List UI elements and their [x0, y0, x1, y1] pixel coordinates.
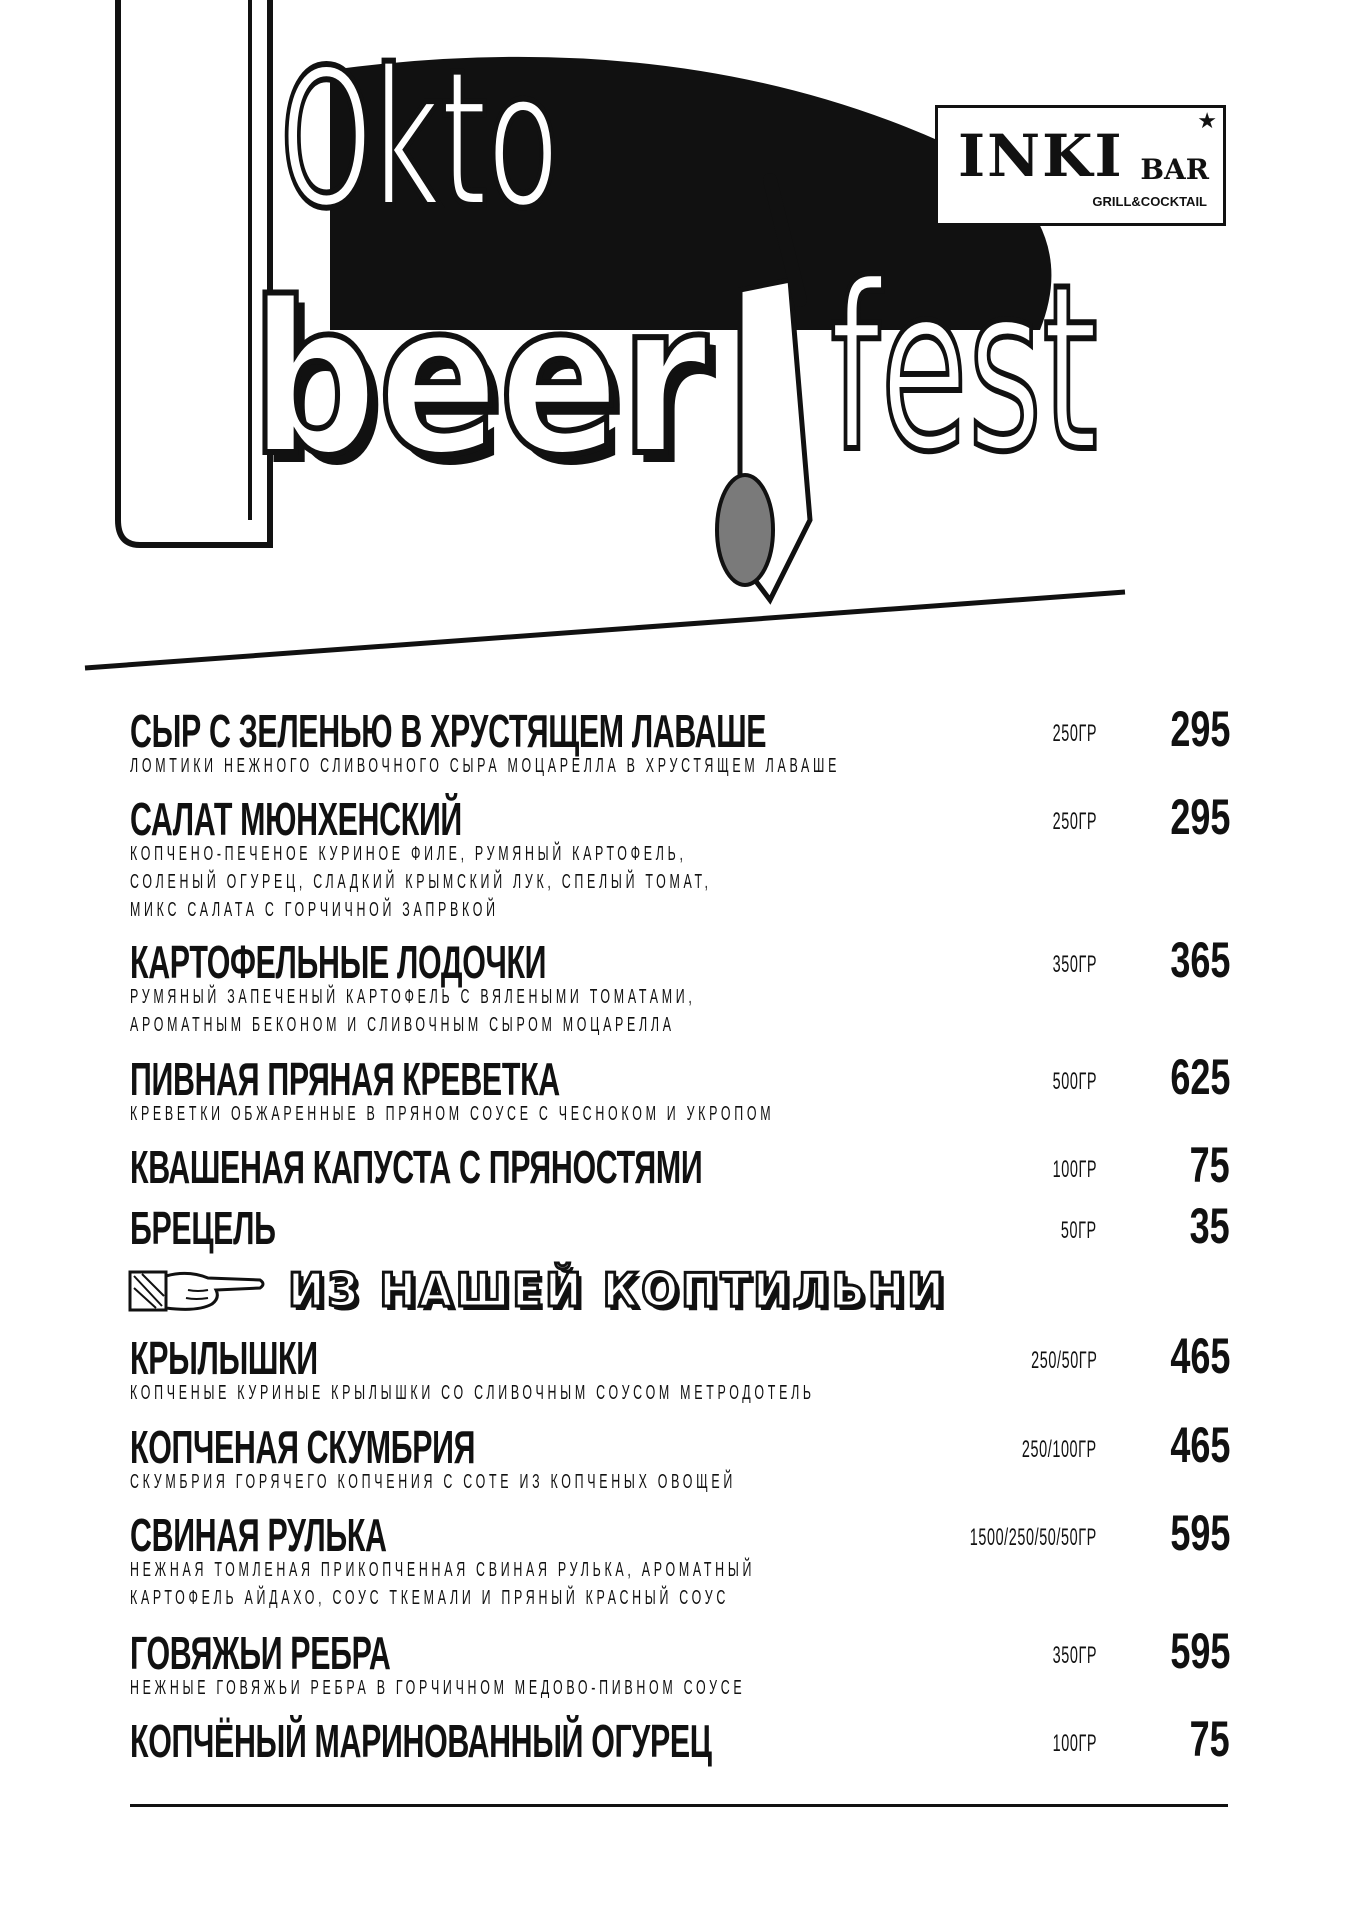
- item-title: СЫР С ЗЕЛЕНЬЮ В ХРУСТЯЩЕМ ЛАВАШЕ: [130, 705, 767, 757]
- item-weight: 50ГР: [1061, 1217, 1097, 1244]
- section-title: ИЗ НАШЕЙ КОПТИЛЬНИ: [287, 1263, 947, 1318]
- item-weight: 100ГР: [1052, 1156, 1097, 1183]
- item-weight: 250ГР: [1052, 720, 1097, 747]
- item-price: 595: [1169, 1505, 1230, 1561]
- item-weight: 250ГР: [1052, 808, 1097, 835]
- logo-star-icon: ★: [1197, 108, 1217, 133]
- item-price: 35: [1189, 1198, 1230, 1254]
- item-description: НЕЖНАЯ ТОМЛЕНАЯ ПРИКОПЧЕННАЯ СВИНАЯ РУЛЬ…: [130, 1559, 756, 1609]
- item-price: 75: [1189, 1711, 1230, 1767]
- item-description: КРЕВЕТКИ ОБЖАРЕННЫЕ В ПРЯНОМ СОУСЕ С ЧЕС…: [130, 1103, 775, 1125]
- item-weight: 350ГР: [1052, 1642, 1097, 1669]
- logo-tagline: GRILL&COCKTAIL: [1092, 194, 1207, 209]
- title-fest: fest: [828, 236, 1100, 503]
- title-okto: Okto: [278, 29, 561, 250]
- oktoberfest-illustration: [84, 0, 1126, 671]
- header-artwork: Okto beer fest ★ INKI BAR GRILL&COCKTAIL: [0, 0, 1358, 680]
- item-price: 625: [1169, 1049, 1230, 1105]
- section-smokehouse: ИЗ НАШЕЙ КОПТИЛЬНИ: [128, 1262, 945, 1322]
- item-title: САЛАТ МЮНХЕНСКИЙ: [130, 793, 462, 845]
- title-beer: beer: [247, 257, 710, 502]
- item-weight: 250/100ГР: [1022, 1436, 1097, 1463]
- item-title: ПИВНАЯ ПРЯНАЯ КРЕВЕТКА: [130, 1053, 560, 1105]
- item-weight: 1500/250/50/50ГР: [969, 1524, 1097, 1551]
- item-description: КОПЧЕНЫЕ КУРИНЫЕ КРЫЛЫШКИ СО СЛИВОЧНЫМ С…: [130, 1382, 815, 1404]
- item-weight: 100ГР: [1052, 1730, 1097, 1757]
- item-description: ЛОМТИКИ НЕЖНОГО СЛИВОЧНОГО СЫРА МОЦАРЕЛЛ…: [130, 755, 841, 777]
- item-title: КОПЧЕНАЯ СКУМБРИЯ: [130, 1421, 476, 1473]
- item-title: ГОВЯЖЬИ РЕБРА: [130, 1627, 391, 1679]
- item-price: 75: [1189, 1137, 1230, 1193]
- bottom-divider: [130, 1804, 1228, 1807]
- item-price: 465: [1169, 1328, 1230, 1384]
- item-title: КАРТОФЕЛЬНЫЕ ЛОДОЧКИ: [130, 936, 547, 988]
- item-description: СКУМБРИЯ ГОРЯЧЕГО КОПЧЕНИЯ С СОТЕ ИЗ КОП…: [130, 1471, 737, 1493]
- item-title: КВАШЕНАЯ КАПУСТА С ПРЯНОСТЯМИ: [130, 1141, 703, 1193]
- item-price: 595: [1169, 1623, 1230, 1679]
- item-price: 295: [1169, 701, 1230, 757]
- item-title: БРЕЦЕЛЬ: [130, 1202, 276, 1254]
- logo-name: INKI: [958, 122, 1124, 190]
- item-description: КОПЧЕНО-ПЕЧЕНОЕ КУРИНОЕ ФИЛЕ, РУМЯНЫЙ КА…: [130, 843, 712, 921]
- item-price: 465: [1169, 1417, 1230, 1473]
- item-title: СВИНАЯ РУЛЬКА: [130, 1509, 387, 1561]
- item-weight: 250/50ГР: [1030, 1347, 1097, 1374]
- item-title: КОПЧЁНЫЙ МАРИНОВАННЫЙ ОГУРЕЦ: [130, 1715, 712, 1767]
- inki-bar-logo: ★ INKI BAR GRILL&COCKTAIL: [935, 105, 1226, 226]
- item-description: НЕЖНЫЕ ГОВЯЖЬИ РЕБРА В ГОРЧИЧНОМ МЕДОВО-…: [130, 1677, 746, 1699]
- pointing-hand-icon: [128, 1270, 265, 1312]
- item-title: КРЫЛЫШКИ: [130, 1332, 318, 1384]
- item-weight: 500ГР: [1052, 1068, 1097, 1095]
- item-price: 295: [1169, 789, 1230, 845]
- item-weight: 350ГР: [1052, 951, 1097, 978]
- item-price: 365: [1169, 932, 1230, 988]
- logo-suffix: BAR: [1140, 153, 1209, 186]
- item-description: РУМЯНЫЙ ЗАПЕЧЕНЫЙ КАРТОФЕЛЬ С ВЯЛЕНЫМИ Т…: [130, 986, 696, 1036]
